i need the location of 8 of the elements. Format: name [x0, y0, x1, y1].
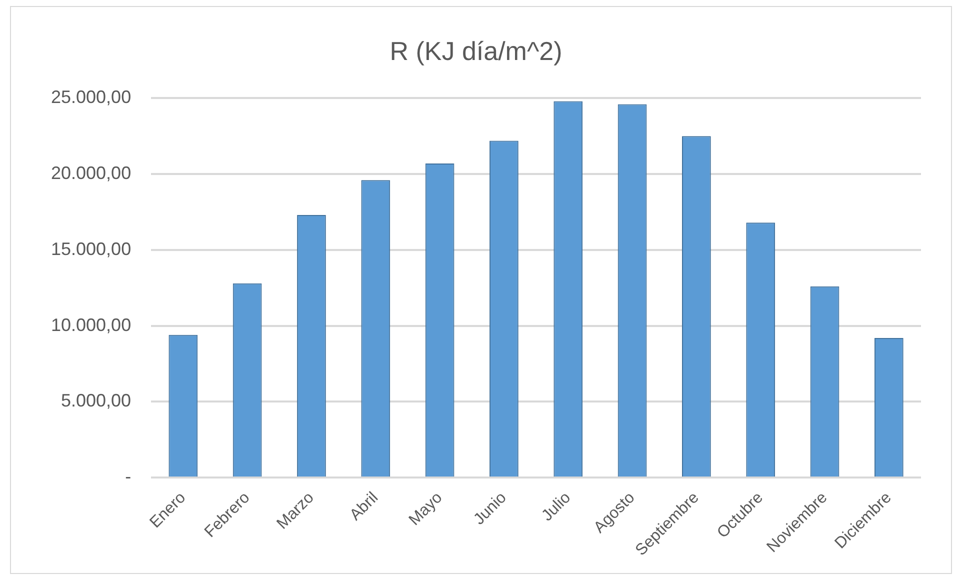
x-tick-label: Julio	[538, 489, 574, 525]
y-tick-label: -	[125, 466, 132, 487]
y-tick-label: 10.000,00	[51, 314, 132, 335]
chart-title: R (KJ día/m^2)	[390, 36, 562, 66]
y-tick-label: 5.000,00	[61, 390, 132, 411]
y-tick-label: 15.000,00	[51, 238, 132, 259]
y-tick-label: 20.000,00	[51, 163, 132, 184]
y-tick-label: 25.000,00	[51, 87, 132, 108]
